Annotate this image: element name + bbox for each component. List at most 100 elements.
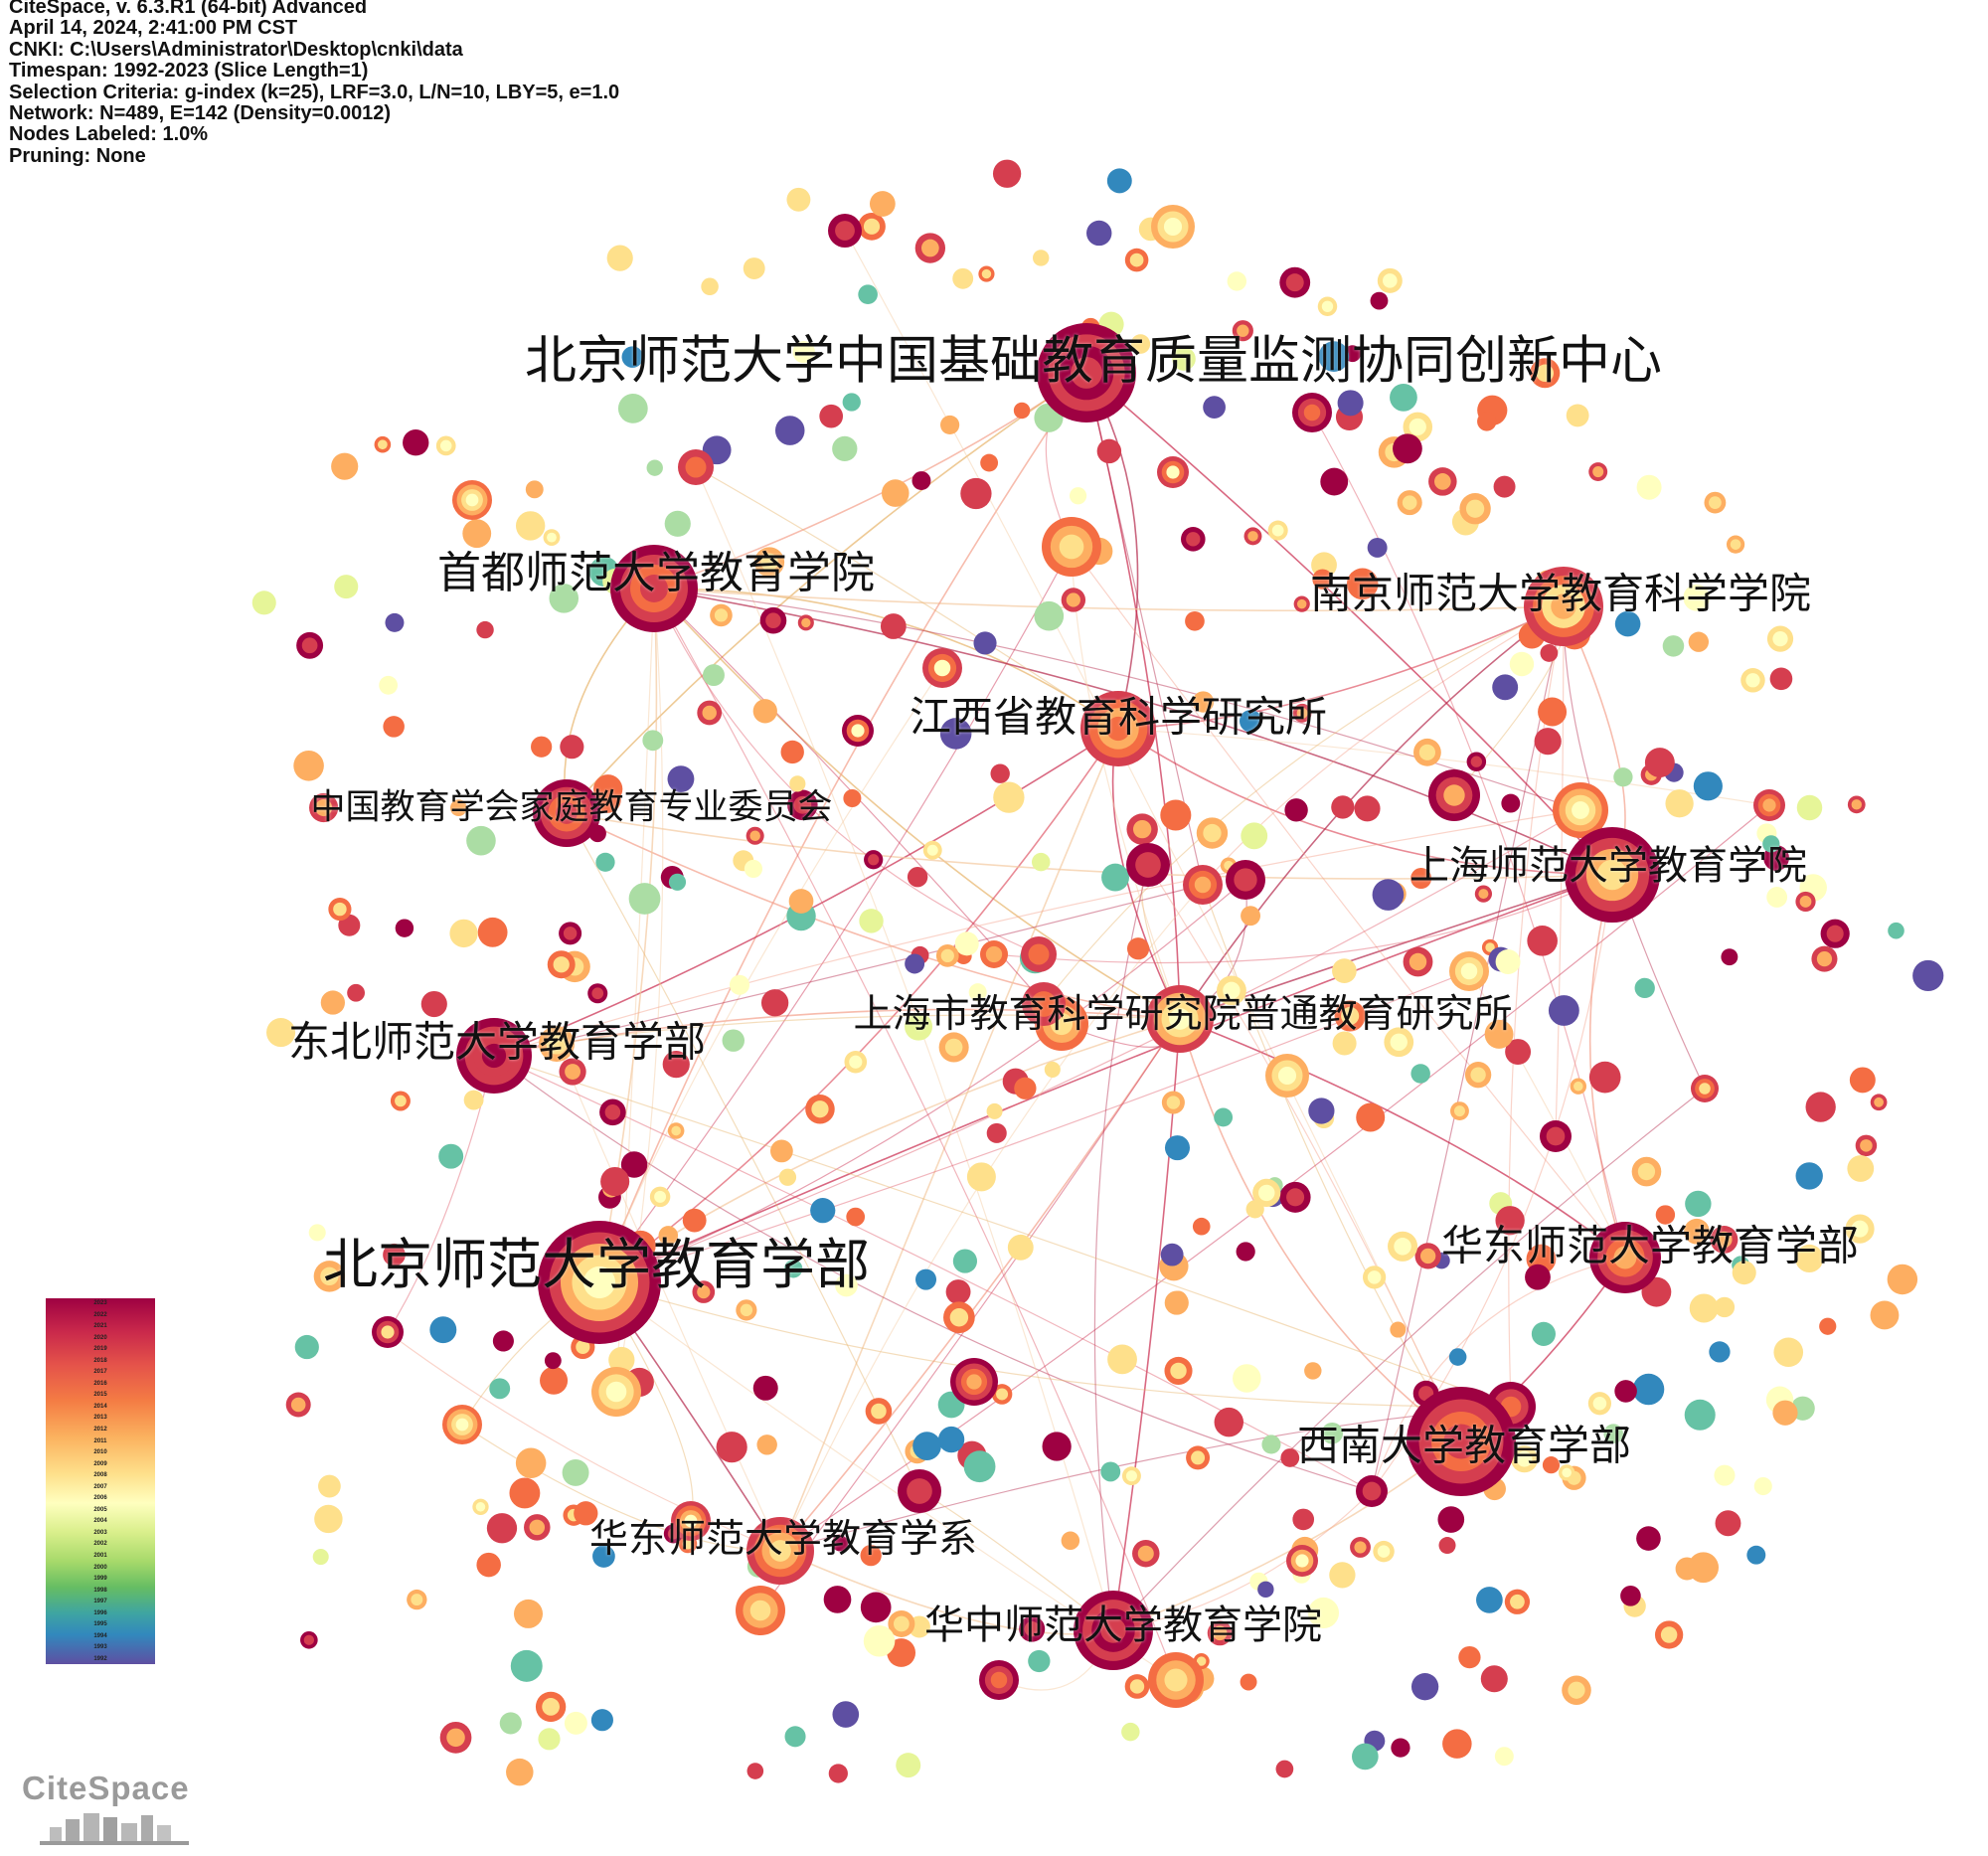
network-node[interactable] (1740, 668, 1765, 693)
network-node[interactable] (1318, 341, 1350, 372)
network-node[interactable] (1410, 1673, 1439, 1701)
network-node[interactable] (860, 1544, 882, 1567)
network-node[interactable] (1279, 1181, 1311, 1213)
network-node[interactable] (1634, 977, 1655, 999)
network-node[interactable] (1292, 393, 1332, 432)
network-node[interactable] (1350, 1536, 1371, 1558)
network-node[interactable] (1509, 651, 1535, 677)
network-node[interactable] (667, 1122, 685, 1139)
network-node[interactable] (911, 471, 931, 491)
network-node[interactable] (1226, 860, 1265, 900)
network-node[interactable] (1766, 887, 1788, 908)
network-node[interactable] (991, 1384, 1013, 1405)
network-node[interactable] (328, 898, 352, 922)
network-node[interactable] (1845, 1214, 1875, 1244)
network-node[interactable] (591, 1367, 641, 1417)
network-node[interactable] (1356, 1475, 1388, 1507)
network-node[interactable] (1888, 922, 1905, 939)
network-node[interactable] (1769, 667, 1793, 691)
network-node[interactable] (559, 1058, 586, 1086)
network-node[interactable] (1130, 334, 1151, 354)
network-node[interactable] (914, 1268, 937, 1290)
network-node[interactable] (347, 983, 366, 1002)
network-node[interactable] (1588, 462, 1608, 481)
network-node[interactable] (846, 1207, 866, 1227)
network-node[interactable] (1126, 937, 1150, 960)
network-node[interactable] (1292, 1508, 1315, 1531)
network-node[interactable] (318, 1474, 341, 1498)
network-node[interactable] (1558, 1464, 1575, 1481)
network-node[interactable] (1548, 995, 1579, 1026)
network-node[interactable] (1655, 1205, 1676, 1225)
network-node[interactable] (858, 212, 886, 241)
network-node[interactable] (506, 1758, 534, 1786)
network-node[interactable] (1466, 752, 1487, 771)
network-node[interactable] (549, 584, 580, 613)
network-node[interactable] (1329, 1562, 1356, 1589)
network-node[interactable] (678, 449, 714, 485)
network-node[interactable] (449, 919, 478, 948)
network-node[interactable] (1321, 1422, 1344, 1444)
network-node[interactable] (462, 519, 492, 549)
network-node[interactable] (774, 416, 805, 445)
network-node[interactable] (880, 613, 907, 639)
network-node[interactable] (1870, 1094, 1888, 1111)
network-node[interactable] (1019, 1615, 1046, 1642)
network-node[interactable] (1464, 1061, 1492, 1089)
network-node[interactable] (1428, 467, 1457, 496)
hub-node[interactable] (1524, 567, 1603, 646)
network-node[interactable] (595, 852, 615, 872)
network-node[interactable] (935, 944, 959, 967)
network-node[interactable] (842, 393, 861, 412)
network-node[interactable] (952, 1249, 977, 1273)
network-node[interactable] (1795, 1162, 1823, 1190)
network-node[interactable] (896, 1753, 921, 1778)
network-node[interactable] (986, 1122, 1007, 1143)
network-node[interactable] (1388, 1231, 1418, 1262)
network-node[interactable] (1181, 527, 1206, 552)
network-node[interactable] (476, 1552, 501, 1578)
network-node[interactable] (1032, 250, 1050, 266)
network-node[interactable] (294, 1334, 319, 1360)
network-node[interactable] (783, 1260, 803, 1278)
network-node[interactable] (1367, 538, 1388, 558)
network-node[interactable] (1587, 1392, 1612, 1416)
network-node[interactable] (1525, 1264, 1551, 1290)
network-node[interactable] (1192, 1217, 1211, 1236)
network-node[interactable] (1504, 1589, 1531, 1614)
network-node[interactable] (963, 1450, 996, 1483)
network-node[interactable] (1157, 456, 1189, 488)
hub-node[interactable] (456, 1018, 532, 1094)
network-node[interactable] (1337, 390, 1364, 417)
network-node[interactable] (1474, 885, 1493, 903)
network-node[interactable] (1484, 1019, 1514, 1049)
network-node[interactable] (334, 575, 359, 599)
network-node[interactable] (752, 1375, 778, 1401)
network-node[interactable] (1501, 793, 1521, 813)
network-node[interactable] (313, 1261, 346, 1292)
network-node[interactable] (1746, 1545, 1766, 1565)
network-node[interactable] (649, 1186, 671, 1208)
network-node[interactable] (756, 1434, 777, 1455)
network-node[interactable] (860, 1592, 892, 1623)
network-node[interactable] (898, 1469, 941, 1513)
network-node[interactable] (525, 480, 544, 499)
network-node[interactable] (865, 1398, 893, 1425)
network-node[interactable] (1721, 948, 1739, 966)
network-node[interactable] (1613, 767, 1633, 787)
network-node[interactable] (1096, 438, 1122, 464)
network-node[interactable] (1233, 1364, 1261, 1393)
network-node[interactable] (832, 435, 858, 462)
network-node[interactable] (1477, 412, 1497, 431)
network-node[interactable] (1531, 1321, 1556, 1346)
network-node[interactable] (1126, 813, 1158, 845)
network-node[interactable] (1688, 631, 1710, 652)
network-node[interactable] (486, 1513, 518, 1544)
network-node[interactable] (1021, 936, 1057, 972)
network-node[interactable] (1654, 1620, 1684, 1649)
network-node[interactable] (736, 1586, 785, 1635)
network-node[interactable] (407, 1589, 427, 1610)
network-node[interactable] (1665, 789, 1694, 818)
network-node[interactable] (476, 620, 494, 639)
hub-node[interactable] (1080, 691, 1156, 766)
